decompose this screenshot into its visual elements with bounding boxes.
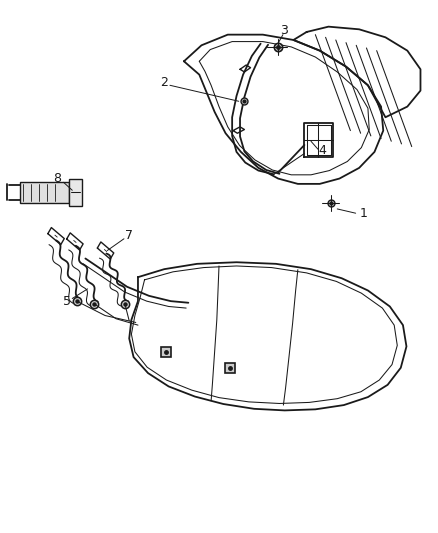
Text: 1: 1 xyxy=(360,207,367,220)
Text: 5: 5 xyxy=(63,295,71,308)
Text: 4: 4 xyxy=(318,144,326,157)
Text: 7: 7 xyxy=(125,229,133,242)
Text: 2: 2 xyxy=(160,76,168,89)
FancyBboxPatch shape xyxy=(20,182,69,203)
Text: 8: 8 xyxy=(53,172,61,185)
Text: 3: 3 xyxy=(280,25,288,37)
FancyBboxPatch shape xyxy=(69,179,82,206)
